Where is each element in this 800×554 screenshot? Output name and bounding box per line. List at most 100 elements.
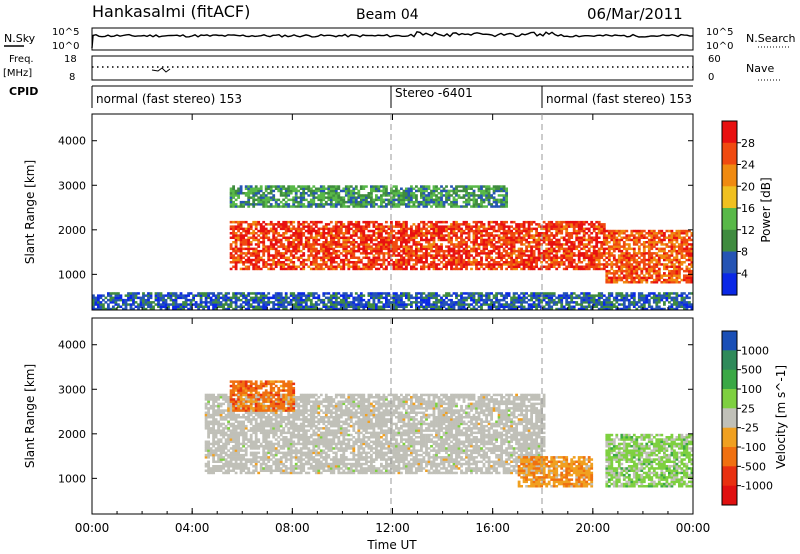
heatmap-cell bbox=[259, 200, 263, 204]
heatmap-cell bbox=[635, 274, 639, 277]
heatmap-cell bbox=[297, 249, 301, 253]
heatmap-cell bbox=[515, 296, 518, 300]
heatmap-cell bbox=[314, 258, 318, 262]
heatmap-cell bbox=[427, 303, 431, 306]
heatmap-cell bbox=[370, 234, 373, 237]
heatmap-cell bbox=[370, 189, 373, 193]
heatmap-cell bbox=[467, 187, 471, 190]
heatmap-cell bbox=[487, 238, 491, 242]
heatmap-cell bbox=[354, 232, 358, 235]
heatmap-cell bbox=[430, 189, 433, 193]
heatmap-cell bbox=[297, 229, 301, 233]
heatmap-cell bbox=[269, 229, 273, 233]
heatmap-cell bbox=[415, 200, 418, 204]
heatmap-cell bbox=[229, 189, 233, 193]
heatmap-cell bbox=[304, 241, 308, 244]
heatmap-cell bbox=[92, 294, 95, 297]
heatmap-cell bbox=[137, 303, 140, 306]
heatmap-cell bbox=[412, 301, 416, 304]
heatmap-cell bbox=[312, 256, 316, 259]
heatmap-cell bbox=[522, 307, 526, 311]
heatmap-cell bbox=[412, 223, 416, 226]
heatmap-cell bbox=[352, 196, 356, 199]
heatmap-cell bbox=[532, 296, 536, 300]
heatmap-cell bbox=[322, 234, 326, 237]
heatmap-cell bbox=[387, 238, 391, 242]
heatmap-cell bbox=[277, 263, 281, 266]
heatmap-cell bbox=[485, 296, 488, 300]
heatmap-cell bbox=[327, 249, 331, 253]
heatmap-cell bbox=[254, 185, 258, 188]
heatmap-cell bbox=[234, 258, 238, 262]
heatmap-cell bbox=[660, 229, 664, 233]
heatmap-cell bbox=[683, 276, 686, 280]
heatmap-cell bbox=[337, 194, 341, 197]
heatmap-cell bbox=[319, 220, 323, 224]
heatmap-cell bbox=[665, 278, 669, 282]
heatmap-cell bbox=[647, 254, 651, 257]
heatmap-cell bbox=[525, 301, 528, 304]
heatmap-cell bbox=[617, 261, 621, 264]
heatmap-cell bbox=[334, 236, 338, 239]
heatmap-cell bbox=[460, 267, 463, 271]
heatmap-cell bbox=[347, 305, 351, 308]
heatmap-cell bbox=[329, 305, 333, 308]
heatmap-cell bbox=[485, 292, 488, 295]
heatmap-cell bbox=[372, 187, 376, 190]
heatmap-cell bbox=[432, 187, 436, 190]
heatmap-cell bbox=[142, 298, 145, 302]
heatmap-cell bbox=[242, 292, 245, 295]
heatmap-cell bbox=[462, 252, 466, 255]
heatmap-cell bbox=[412, 200, 416, 204]
heatmap-cell bbox=[680, 238, 684, 242]
heatmap-cell bbox=[670, 278, 674, 282]
heatmap-cell bbox=[485, 256, 488, 259]
heatmap-cell bbox=[247, 200, 251, 204]
heatmap-cell bbox=[450, 303, 453, 306]
heatmap-cell bbox=[267, 238, 271, 242]
heatmap-cell bbox=[357, 301, 361, 304]
heatmap-cell bbox=[237, 256, 240, 259]
heatmap-cell bbox=[244, 254, 248, 257]
heatmap-cell bbox=[402, 267, 406, 271]
heatmap-cell bbox=[407, 200, 411, 204]
heatmap-cell bbox=[407, 227, 411, 231]
heatmap-cell bbox=[234, 261, 238, 264]
heatmap-cell bbox=[442, 263, 446, 266]
heatmap-cell bbox=[607, 272, 611, 275]
heatmap-cell bbox=[377, 256, 381, 259]
heatmap-cell bbox=[590, 241, 594, 244]
heatmap-cell bbox=[232, 256, 235, 259]
heatmap-cell bbox=[522, 223, 526, 226]
heatmap-cell bbox=[204, 294, 208, 297]
heatmap-cell bbox=[670, 269, 674, 273]
heatmap-cell bbox=[555, 263, 559, 266]
heatmap-cell bbox=[357, 192, 361, 195]
heatmap-cell bbox=[617, 267, 621, 271]
heatmap-cell bbox=[592, 256, 596, 259]
heatmap-cell bbox=[507, 305, 511, 308]
heatmap-cell bbox=[517, 301, 521, 304]
heatmap-cell bbox=[299, 267, 303, 271]
heatmap-cell bbox=[124, 303, 128, 306]
heatmap-cell bbox=[515, 236, 518, 239]
heatmap-cell bbox=[602, 223, 606, 226]
heatmap-cell bbox=[477, 189, 481, 193]
heatmap-cell bbox=[557, 261, 561, 264]
heatmap-cell bbox=[477, 196, 481, 199]
heatmap-cell bbox=[582, 220, 586, 224]
heatmap-cell bbox=[622, 281, 626, 284]
heatmap-cell bbox=[294, 238, 298, 242]
heatmap-cell bbox=[437, 252, 441, 255]
heatmap-cell bbox=[452, 243, 456, 246]
heatmap-cell bbox=[512, 238, 516, 242]
heatmap-cell bbox=[570, 241, 574, 244]
heatmap-cell bbox=[470, 198, 473, 202]
heatmap-cell bbox=[172, 298, 175, 302]
heatmap-cell bbox=[334, 196, 338, 199]
heatmap-cell bbox=[522, 261, 526, 264]
heatmap-cell bbox=[472, 301, 476, 304]
heatmap-cell bbox=[302, 267, 306, 271]
heatmap-cell bbox=[500, 200, 503, 204]
heatmap-cell bbox=[475, 265, 478, 268]
